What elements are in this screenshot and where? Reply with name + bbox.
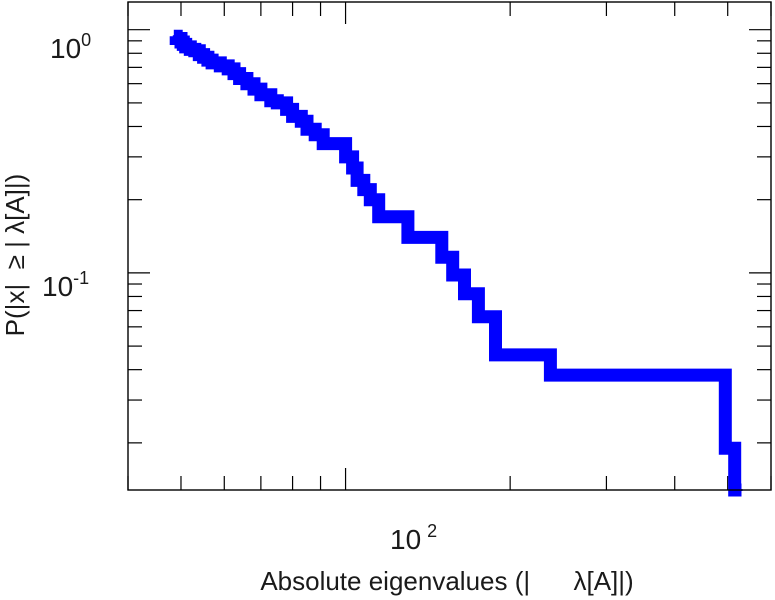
series-line-0 [169, 29, 742, 497]
y-axis-label: P(|x| ≥ | λ[A]|) [0, 174, 30, 337]
data-point [227, 67, 230, 70]
data-point [211, 61, 214, 64]
data-point [189, 48, 192, 51]
data-point [172, 35, 175, 38]
data-point [477, 315, 480, 318]
data-point [269, 99, 272, 102]
data-point [184, 45, 187, 48]
data-point [724, 447, 727, 450]
x-axis-label: Absolute eigenvalues (| λ[A]|) [260, 566, 633, 596]
data-point [233, 72, 235, 75]
x-tick-label-0: 10 2 [390, 521, 437, 555]
data-point [589, 374, 591, 377]
data-point [300, 120, 303, 123]
series-layer [169, 29, 743, 497]
data-point [238, 77, 241, 80]
data-point [440, 256, 443, 259]
data-point [377, 215, 380, 218]
data-point [406, 236, 409, 239]
data-point [206, 59, 209, 62]
plot-frame [127, 1, 772, 491]
data-point [253, 88, 255, 91]
data-point [463, 292, 466, 295]
data-point [356, 179, 359, 182]
data-point [344, 155, 347, 158]
data-point [285, 108, 288, 111]
data-point [306, 128, 308, 131]
data-point [322, 142, 325, 145]
data-point [202, 56, 205, 59]
y-tick-label-0: 100 [50, 30, 91, 64]
y-tick-label-1: 10-1 [42, 268, 89, 302]
data-point [549, 374, 552, 377]
data-point [219, 64, 222, 67]
data-point [198, 53, 201, 56]
data-point [494, 353, 497, 356]
data-point [193, 49, 196, 52]
data-point [362, 188, 365, 191]
data-point [314, 133, 317, 136]
data-point [245, 82, 248, 85]
data-point [276, 101, 279, 104]
data-point [175, 37, 178, 40]
data-point [351, 167, 354, 169]
data-point [180, 41, 182, 43]
data-point [369, 198, 372, 201]
data-point [451, 274, 454, 276]
data-point [259, 93, 262, 96]
data-point [291, 115, 294, 118]
data-point [182, 43, 185, 46]
